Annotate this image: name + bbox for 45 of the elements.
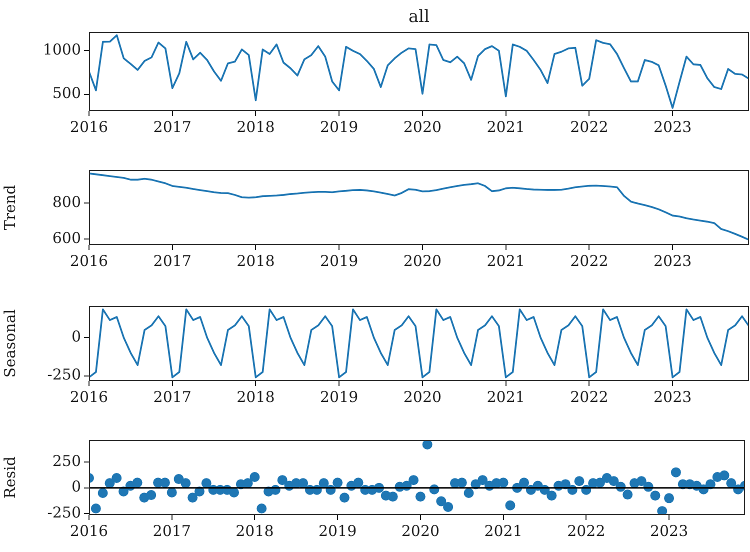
x-tick-label: 2022 (570, 388, 608, 406)
x-tick-label: 2017 (153, 252, 192, 270)
y-axis-title: Seasonal (0, 309, 19, 378)
x-tick-label: 2020 (403, 388, 442, 406)
x-tick-label: 2019 (320, 388, 358, 406)
x-tick-label: 2021 (484, 522, 522, 540)
x-tick-label: 2023 (650, 522, 688, 540)
y-axis-title: Resid (0, 456, 19, 499)
x-tick-label: 2023 (653, 252, 692, 270)
x-tick-label: 2020 (403, 118, 442, 136)
x-tick-label: 2021 (486, 118, 525, 136)
y-tick-label: 800 (52, 192, 81, 211)
x-tick-label: 2018 (236, 118, 275, 136)
x-tick-label: 2018 (236, 388, 275, 406)
x-tick-label: 2019 (320, 118, 358, 136)
x-tick-label: 2020 (403, 252, 442, 270)
x-tick-label: 2016 (70, 118, 108, 136)
x-tick-label: 2017 (153, 388, 192, 406)
x-tick-label: 2021 (486, 388, 525, 406)
chart-title: all (408, 6, 430, 27)
x-tick-label: 2016 (70, 388, 108, 406)
x-tick-label: 2016 (70, 252, 108, 270)
y-tick-label: -250 (47, 366, 81, 384)
x-tick-label: 2022 (567, 522, 606, 540)
y-tick-label: -250 (47, 504, 81, 522)
y-tick-label: 250 (52, 452, 81, 470)
x-tick-label: 2017 (152, 522, 191, 540)
x-tick-label: 2022 (570, 118, 608, 136)
x-tick-label: 2023 (653, 118, 692, 136)
x-tick-label: 2018 (236, 252, 275, 270)
y-tick-label: 0 (71, 478, 81, 496)
x-tick-label: 2016 (70, 522, 108, 540)
x-tick-label: 2022 (570, 252, 608, 270)
x-tick-label: 2019 (320, 252, 358, 270)
x-tick-label: 2017 (153, 118, 192, 136)
x-tick-label: 2021 (486, 252, 525, 270)
x-tick-label: 2023 (653, 388, 692, 406)
y-tick-label: 500 (52, 84, 81, 102)
y-tick-label: 0 (71, 328, 81, 346)
y-tick-label: 600 (52, 228, 81, 247)
y-tick-label: 1000 (42, 40, 81, 58)
x-tick-label: 2019 (318, 522, 357, 540)
x-tick-label: 2020 (401, 522, 440, 540)
y-axis-title: Trend (0, 184, 19, 230)
x-tick-label: 2018 (236, 522, 274, 540)
